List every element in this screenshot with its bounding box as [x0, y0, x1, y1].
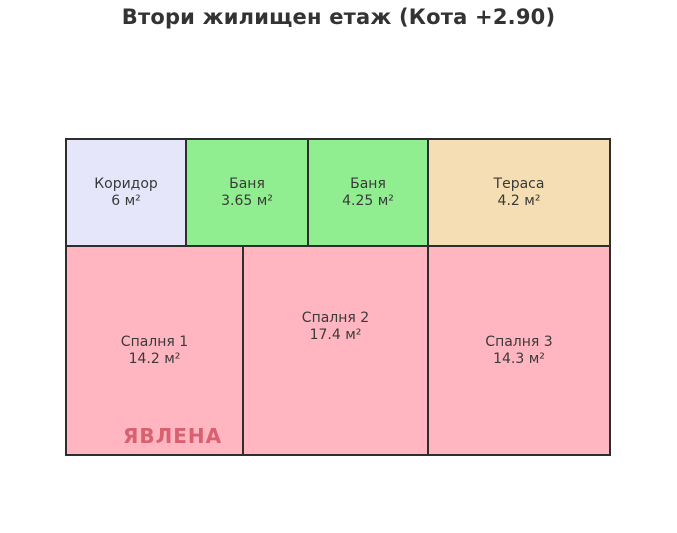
room-terrace: Тераса 4.2 м²: [429, 140, 609, 245]
room-name: Баня: [229, 175, 265, 192]
floor-plan-bottom-row: Спалня 1 14.2 м² ЯВЛЕНА Спалня 2 17.4 м²…: [67, 247, 609, 454]
room-bath-1: Баня 3.65 м²: [187, 140, 309, 245]
room-bath-2: Баня 4.25 м²: [309, 140, 429, 245]
room-label: Тераса 4.2 м²: [494, 176, 545, 210]
room-label: Спалня 2 17.4 м²: [302, 310, 369, 344]
room-area: 4.2 м²: [497, 192, 541, 209]
room-label: Спалня 3 14.3 м²: [485, 334, 552, 368]
room-name: Коридор: [94, 175, 158, 192]
room-area: 3.65 м²: [221, 192, 273, 209]
room-name: Баня: [350, 175, 386, 192]
room-name: Спалня 2: [301, 309, 370, 326]
room-bedroom-1: Спалня 1 14.2 м² ЯВЛЕНА: [67, 247, 244, 454]
agency-watermark: ЯВЛЕНА: [123, 424, 223, 448]
room-label: Коридор 6 м²: [94, 176, 158, 210]
room-name: Спалня 1: [120, 333, 189, 350]
room-label: Спалня 1 14.2 м²: [121, 334, 188, 368]
room-label: Баня 4.25 м²: [342, 176, 394, 210]
floor-plan-top-row: Коридор 6 м² Баня 3.65 м² Баня 4.25 м² Т…: [67, 140, 609, 247]
room-area: 4.25 м²: [342, 192, 394, 209]
room-area: 14.3 м²: [493, 350, 545, 367]
room-area: 6 м²: [111, 192, 141, 209]
floor-plan: Коридор 6 м² Баня 3.65 м² Баня 4.25 м² Т…: [65, 138, 611, 456]
room-area: 17.4 м²: [309, 326, 362, 343]
room-bedroom-2: Спалня 2 17.4 м²: [244, 247, 429, 454]
room-name: Спалня 3: [485, 333, 553, 350]
room-label: Баня 3.65 м²: [221, 176, 273, 210]
room-area: 14.2 м²: [128, 350, 181, 367]
room-corridor: Коридор 6 м²: [67, 140, 187, 245]
room-name: Тераса: [493, 175, 545, 192]
room-bedroom-3: Спалня 3 14.3 м²: [429, 247, 609, 454]
page-title: Втори жилищен етаж (Кота +2.90): [121, 5, 556, 29]
